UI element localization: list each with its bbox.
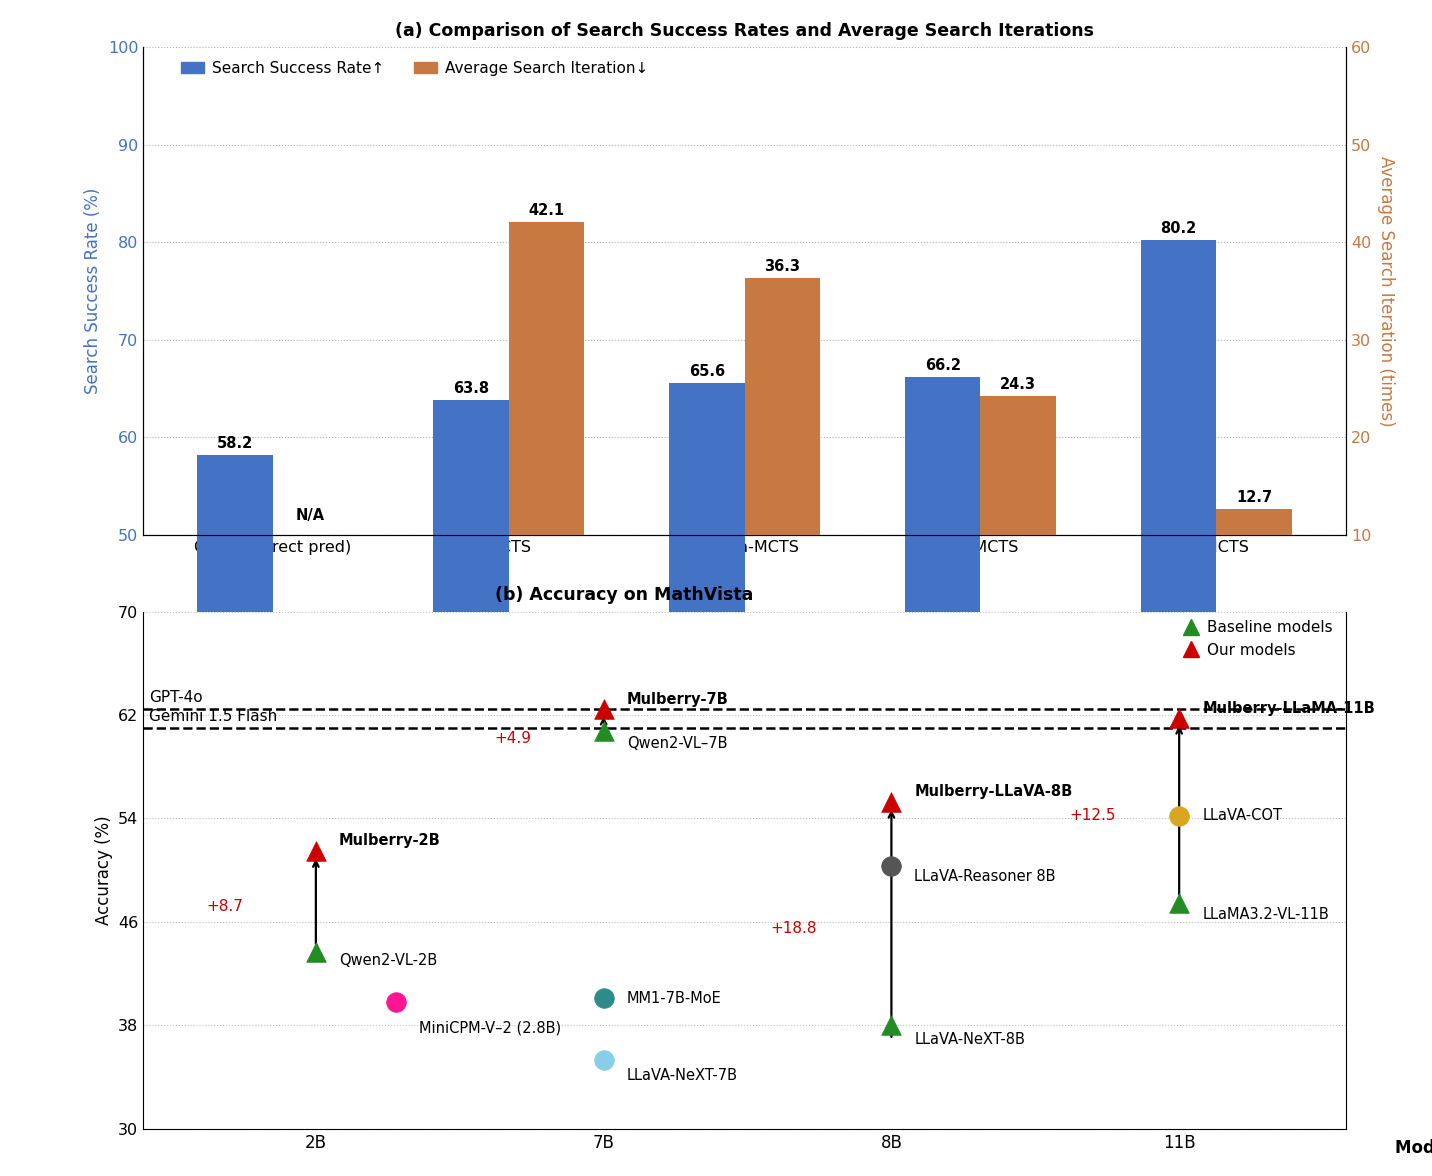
Point [879,793,902,811]
Point [385,993,408,1011]
Text: N/A: N/A [296,508,325,523]
Bar [198,455,274,1023]
Text: +8.7: +8.7 [206,898,243,914]
Text: Qwen2-VL–7B: Qwen2-VL–7B [627,736,727,751]
Text: 80.2: 80.2 [1160,221,1197,236]
Text: 66.2: 66.2 [925,358,961,373]
Text: 63.8: 63.8 [453,381,490,396]
Bar [905,377,981,1023]
Bar [669,383,745,1023]
Text: Model Size: Model Size [1395,1140,1432,1157]
Bar [1216,509,1292,633]
Y-axis label: Average Search Iteration (times): Average Search Iteration (times) [1378,155,1395,427]
Text: Mulberry-7B: Mulberry-7B [627,691,729,707]
Bar [1141,240,1216,1023]
Text: LLaVA-NeXT-8B: LLaVA-NeXT-8B [915,1033,1025,1047]
Text: MiniCPM-V–2 (2.8B): MiniCPM-V–2 (2.8B) [420,1021,561,1036]
Text: Mulberry-LLaMA-11B: Mulberry-LLaMA-11B [1203,701,1375,716]
Bar [981,395,1055,633]
Point [593,721,616,740]
Point [1167,894,1190,913]
Text: LLaVA-NeXT-7B: LLaVA-NeXT-7B [627,1069,737,1083]
Point [305,942,328,961]
Text: 42.1: 42.1 [528,202,564,218]
Text: MM1-7B-MoE: MM1-7B-MoE [627,991,722,1005]
Text: LLaVA-Reasoner 8B: LLaVA-Reasoner 8B [915,869,1055,884]
Text: Mulberry-LLaVA-8B: Mulberry-LLaVA-8B [915,784,1073,799]
Text: 12.7: 12.7 [1236,490,1272,505]
Point [593,699,616,717]
Text: 65.6: 65.6 [689,363,725,379]
Text: +4.9: +4.9 [494,730,531,746]
Point [593,1051,616,1070]
Y-axis label: Search Success Rate (%): Search Success Rate (%) [84,188,102,394]
Bar [508,222,584,633]
Point [1167,708,1190,727]
Title: (a) Comparison of Search Success Rates and Average Search Iterations: (a) Comparison of Search Success Rates a… [395,22,1094,40]
Title: (b) Accuracy on MathVista: (b) Accuracy on MathVista [495,587,753,604]
Bar [745,279,821,633]
Legend: Search Success Rate↑, Average Search Iteration↓: Search Success Rate↑, Average Search Ite… [175,54,654,82]
Text: 24.3: 24.3 [1000,376,1037,392]
Text: LLaVA-COT: LLaVA-COT [1203,808,1282,823]
Bar [434,400,508,1023]
Text: GPT-4o: GPT-4o [149,689,202,704]
Text: +18.8: +18.8 [770,921,818,936]
Point [879,857,902,876]
Text: Mulberry-2B: Mulberry-2B [339,833,441,848]
Point [593,989,616,1008]
Point [305,842,328,861]
Text: 58.2: 58.2 [218,436,253,452]
Point [1167,807,1190,826]
Y-axis label: Accuracy (%): Accuracy (%) [95,815,113,926]
Text: 36.3: 36.3 [765,260,800,274]
Text: Gemini 1.5 Flash: Gemini 1.5 Flash [149,709,278,724]
Text: +12.5: +12.5 [1070,808,1117,823]
Legend: Baseline models, Our models: Baseline models, Our models [1177,614,1339,663]
Point [879,1016,902,1035]
Text: LLaMA3.2-VL-11B: LLaMA3.2-VL-11B [1203,907,1329,922]
Text: Qwen2-VL-2B: Qwen2-VL-2B [339,954,437,968]
